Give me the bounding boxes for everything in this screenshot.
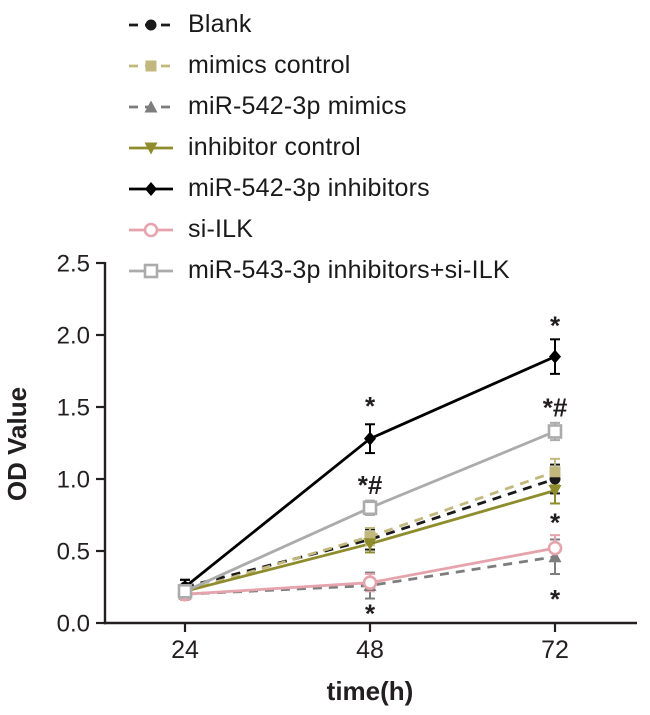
significance-annotation: * (550, 508, 561, 538)
x-axis-title: time(h) (327, 676, 414, 706)
series-line-0 (184, 477, 556, 589)
significance-annotation: * (550, 584, 561, 614)
legend-label: inhibitor control (188, 133, 361, 161)
marker-circle-open (362, 575, 378, 590)
chart-plot-area: 0.0 0.5 1.0 1.5 2.0 2.5 24 48 72 OD Value time(h) *… (0, 248, 650, 715)
legend-square-open-icon (129, 263, 173, 278)
marker-diamond-filled (549, 349, 561, 364)
marker-triangle-down-filled (548, 485, 562, 498)
legend-item-mir-542-3p-mimics: miR-542-3p mimics (127, 86, 510, 127)
legend-square-filled-icon (129, 60, 173, 71)
significance-annotation: * (550, 310, 561, 340)
significance-annotation: *# (358, 470, 383, 500)
marker-square-filled (145, 60, 157, 71)
x-tick-label: 48 (356, 636, 384, 664)
legend-triangle-up-icon (129, 100, 173, 112)
significance-annotation: *# (543, 392, 568, 422)
marker-circle-open (143, 222, 159, 237)
legend-label: miR-543-3p inhibitors+si-ILK (188, 256, 510, 284)
y-tick-label: 2.5 (57, 251, 90, 278)
legend-circle-filled-icon (129, 19, 173, 30)
legend-label: Blank (188, 10, 252, 38)
legend-diamond-icon (129, 181, 173, 196)
marker-triangle-up-filled (144, 100, 158, 112)
marker-square-open (547, 424, 563, 439)
marker-triangle-down-filled (363, 538, 377, 551)
y-tick-label: 1.5 (57, 395, 90, 422)
y-tick-label: 2.0 (57, 323, 90, 350)
legend-label: miR-542-3p mimics (188, 92, 407, 120)
marker-square-open (177, 584, 193, 599)
y-axis-title: OD Value (2, 387, 32, 501)
marker-square-filled (364, 531, 376, 543)
significance-annotation: * (365, 391, 376, 421)
marker-diamond-filled (364, 431, 376, 446)
line-chart-canvas: 0.0 0.5 1.0 1.5 2.0 2.5 24 48 72 OD Value time(h) *… (2, 251, 637, 706)
y-tick-label: 1.0 (57, 467, 90, 494)
marker-circle-filled (145, 19, 157, 30)
series-line-2 (184, 555, 556, 596)
chart-legend: Blank mimics control miR-542-3p mimics i… (127, 4, 510, 291)
legend-label: mimics control (188, 51, 351, 79)
y-tick-label: 0.5 (57, 539, 90, 566)
legend-item-si-ilk: si-ILK (127, 209, 510, 250)
marker-triangle-up-filled (548, 550, 562, 563)
x-tick-label: 72 (541, 636, 569, 664)
marker-square-filled (549, 466, 561, 478)
significance-annotation: * (365, 598, 376, 628)
marker-square-open (143, 263, 159, 278)
marker-diamond-filled (145, 181, 157, 196)
legend-triangle-down-icon (129, 142, 173, 154)
x-tick-label: 24 (171, 636, 199, 664)
y-tick-label: 0.0 (57, 611, 90, 638)
legend-label: miR-542-3p inhibitors (188, 174, 430, 202)
legend-item-inhibitors-plus-si-ilk: miR-543-3p inhibitors+si-ILK (127, 250, 510, 291)
marker-circle-open (547, 540, 563, 556)
legend-item-mir-542-3p-inhibitors: miR-542-3p inhibitors (127, 168, 510, 209)
legend-circle-open-icon (129, 222, 173, 237)
legend-item-blank: Blank (127, 4, 510, 45)
legend-label: si-ILK (188, 215, 254, 243)
legend-item-inhibitor-control: inhibitor control (127, 127, 510, 168)
marker-triangle-down-filled (144, 142, 158, 154)
legend-item-mimics-control: mimics control (127, 45, 510, 86)
marker-square-open (362, 500, 378, 516)
